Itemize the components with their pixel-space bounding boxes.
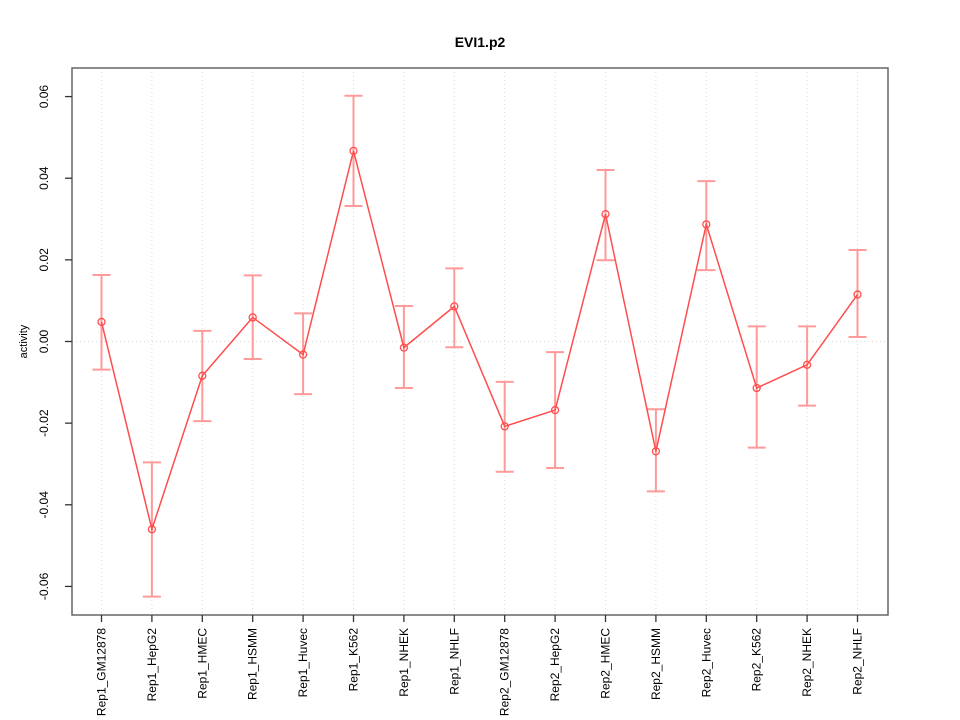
x-tick-label: Rep2_HepG2 (548, 628, 562, 702)
x-tick-label: Rep1_HMEC (195, 628, 209, 699)
x-tick-label: Rep1_HSMM (246, 628, 260, 700)
x-tick-label: Rep2_NHLF (851, 628, 865, 695)
x-tick-label: Rep1_HepG2 (145, 628, 159, 702)
data-point (752, 383, 761, 393)
x-tick-label: Rep2_K562 (750, 628, 764, 692)
data-point (97, 317, 106, 327)
data-point (450, 302, 459, 311)
x-tick-label: Rep1_Huvec (296, 628, 310, 697)
y-tick-label: -0.06 (37, 572, 51, 600)
data-point (601, 209, 610, 219)
data-point (702, 220, 711, 229)
chart-title: EVI1.p2 (454, 34, 506, 50)
data-point (349, 146, 358, 156)
data-point (802, 360, 812, 369)
y-axis-label: activity (18, 324, 30, 358)
y-tick-label: 0.00 (37, 329, 51, 353)
x-tick-label: Rep1_NHEK (397, 628, 411, 697)
y-tick-label: -0.02 (37, 409, 51, 437)
x-tick-label: Rep2_Huvec (699, 628, 713, 697)
x-tick-label: Rep2_NHEK (800, 628, 814, 697)
data-point (550, 405, 560, 415)
data-point (248, 313, 257, 322)
x-tick-label: Rep1_NHLF (447, 628, 461, 695)
data-point (853, 290, 862, 299)
data-point (198, 371, 207, 380)
y-tick-label: -0.04 (37, 491, 51, 519)
data-point (651, 447, 661, 456)
x-tick-label: Rep1_GM12878 (95, 628, 109, 716)
data-point (500, 422, 509, 431)
x-tick-label: Rep2_GM12878 (498, 628, 512, 716)
x-tick-label: Rep1_K562 (347, 628, 361, 692)
y-tick-label: 0.04 (37, 166, 51, 190)
data-point (399, 343, 409, 352)
data-line (100, 150, 859, 533)
data-point (298, 350, 308, 359)
x-tick-label: Rep2_HSMM (649, 628, 663, 700)
y-tick-label: 0.02 (37, 248, 51, 272)
data-point (147, 525, 157, 534)
y-tick-label: 0.06 (37, 85, 51, 109)
x-tick-label: Rep2_HMEC (599, 628, 613, 699)
